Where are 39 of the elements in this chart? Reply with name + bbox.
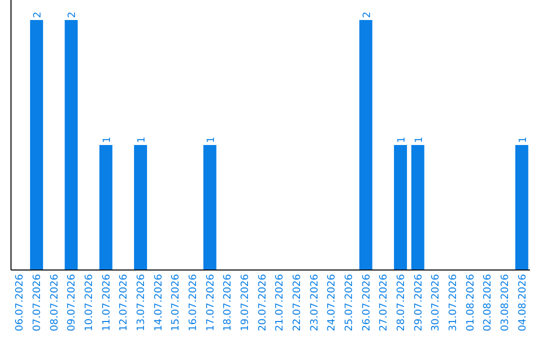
x-tick-label: 16.07.2026	[188, 274, 200, 332]
data-label: 1	[206, 136, 217, 143]
x-tick-label: 22.07.2026	[292, 274, 303, 332]
x-tick-label: 20.07.2026	[257, 274, 268, 332]
x-tick-label: 25.07.2026	[344, 274, 355, 332]
data-label: 2	[362, 12, 373, 18]
data-label: 2	[32, 12, 44, 18]
x-tick-label: 09.07.2026	[66, 274, 78, 332]
x-tick-label: 06.07.2026	[14, 274, 26, 332]
x-tick-label: 23.07.2026	[309, 274, 320, 332]
x-tick-label: 13.07.2026	[136, 274, 148, 332]
x-tick-label: 26.07.2026	[361, 274, 372, 332]
x-tick-label: 03.08.2026	[500, 274, 511, 332]
x-tick-label: 07.07.2026	[32, 274, 44, 332]
x-tick-label: 28.07.2026	[396, 274, 407, 332]
x-tick-label: 04.08.2026	[517, 274, 528, 332]
data-label: 1	[396, 136, 408, 143]
x-tick-label: 15.07.2026	[170, 274, 182, 332]
x-tick-label: 31.07.2026	[448, 274, 459, 332]
data-label: 1	[102, 136, 113, 143]
x-tick-label: 17.07.2026	[205, 274, 216, 332]
x-tick-label: 24.07.2026	[326, 274, 338, 332]
x-tick-label: 30.07.2026	[430, 274, 442, 332]
x-tick-label: 10.07.2026	[84, 274, 96, 332]
x-tick-label: 01.08.2026	[465, 274, 476, 332]
data-label: 2	[67, 12, 78, 18]
x-tick-label: 21.07.2026	[274, 274, 286, 332]
x-tick-label: 11.07.2026	[101, 274, 112, 332]
data-label: 1	[136, 136, 148, 143]
x-tick-label: 18.07.2026	[222, 274, 234, 332]
x-tick-label: 02.08.2026	[482, 274, 494, 332]
x-tick-label: 08.07.2026	[49, 274, 60, 332]
x-tick-label: 12.07.2026	[118, 274, 130, 332]
x-tick-label: 27.07.2026	[378, 274, 390, 332]
data-label: 1	[518, 136, 529, 143]
data-label: 1	[414, 136, 425, 143]
x-tick-label: 19.07.2026	[240, 274, 252, 332]
x-tick-label: 14.07.2026	[153, 274, 164, 332]
x-tick-label: 29.07.2026	[413, 274, 424, 332]
